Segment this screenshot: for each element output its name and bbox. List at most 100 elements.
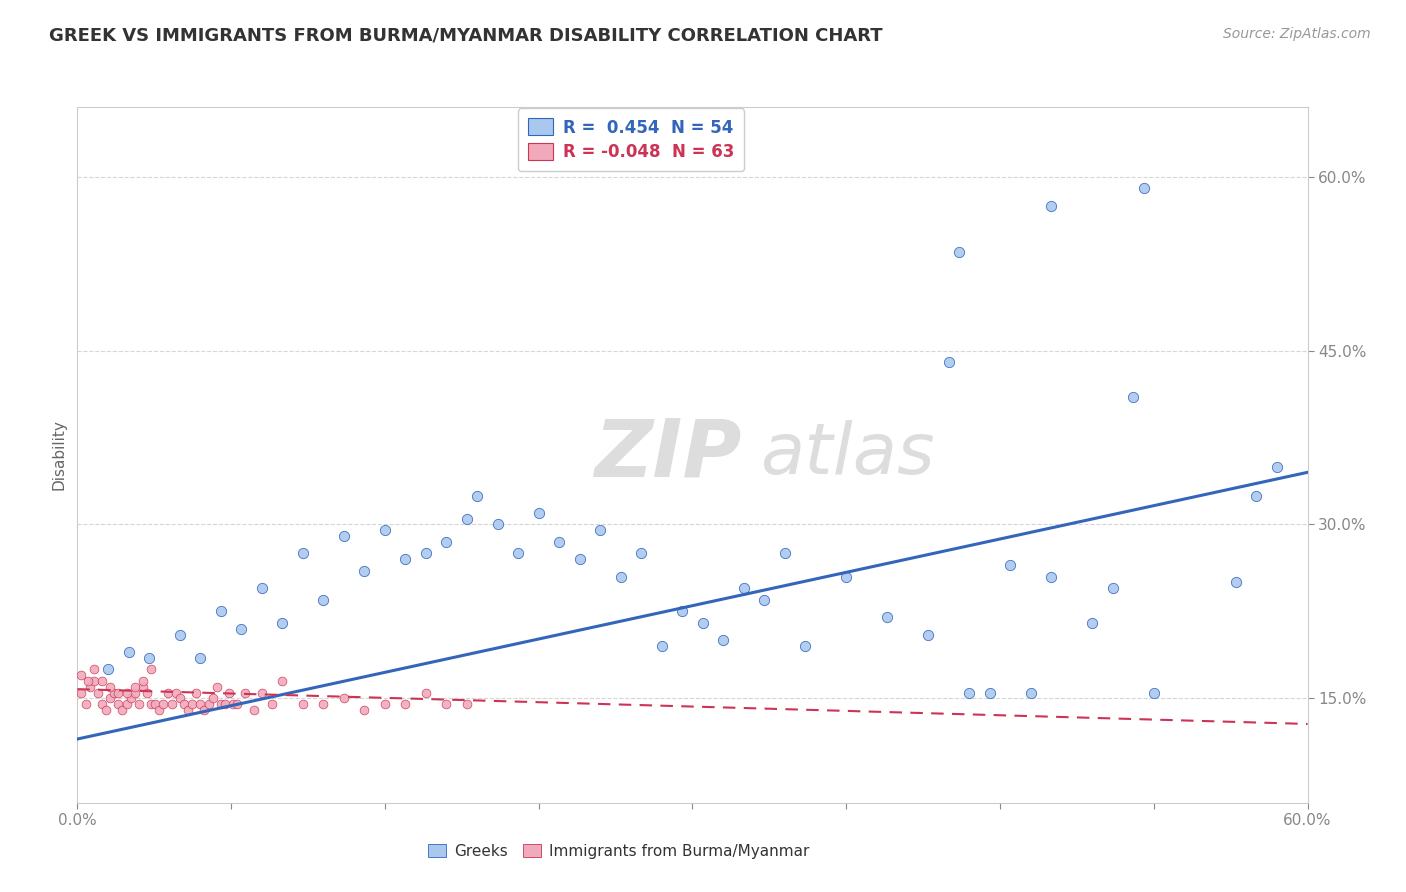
Point [456, 511, 478, 525]
Point [548, 535, 571, 549]
Point [156, 685, 179, 699]
Point [120, 691, 142, 706]
Point [136, 685, 159, 699]
Point [193, 703, 215, 717]
Point [486, 517, 509, 532]
Point [773, 546, 796, 561]
Point [181, 698, 204, 712]
Point [527, 506, 550, 520]
Point [124, 685, 146, 699]
Point [83, 674, 105, 689]
Point [436, 698, 458, 712]
Point [917, 628, 939, 642]
Point [90, 698, 114, 712]
Point [333, 691, 356, 706]
Point [353, 564, 375, 578]
Point [160, 698, 183, 712]
Point [111, 703, 134, 717]
Point [957, 685, 980, 699]
Point [70, 668, 93, 682]
Point [94, 703, 117, 717]
Point [1246, 489, 1268, 503]
Text: Source: ZipAtlas.com: Source: ZipAtlas.com [1223, 27, 1371, 41]
Point [177, 703, 200, 717]
Point [589, 523, 612, 537]
Point [173, 698, 195, 712]
Point [188, 651, 212, 665]
Point [508, 546, 530, 561]
Point [117, 645, 139, 659]
Point [165, 685, 187, 699]
Point [143, 698, 166, 712]
Point [205, 680, 228, 694]
Point [98, 680, 121, 694]
Point [169, 691, 191, 706]
Point [456, 698, 478, 712]
Point [754, 592, 776, 607]
Point [75, 698, 97, 712]
Point [115, 685, 138, 699]
Point [87, 685, 110, 699]
Point [201, 691, 224, 706]
Point [107, 685, 129, 699]
Text: ZIP: ZIP [595, 416, 741, 494]
Point [250, 582, 273, 596]
Point [938, 355, 960, 369]
Point [415, 685, 437, 699]
Point [98, 691, 121, 706]
Point [209, 698, 232, 712]
Point [242, 703, 264, 717]
Point [1225, 575, 1247, 590]
Point [794, 639, 817, 653]
Point [692, 615, 714, 630]
Point [630, 546, 652, 561]
Point [218, 685, 240, 699]
Point [1132, 181, 1154, 195]
Point [1122, 390, 1144, 404]
Point [979, 685, 1001, 699]
Point [152, 698, 174, 712]
Point [90, 674, 114, 689]
Point [97, 662, 120, 677]
Point [374, 523, 396, 537]
Point [651, 639, 673, 653]
Point [1040, 570, 1063, 584]
Point [197, 698, 219, 712]
Point [235, 685, 257, 699]
Point [103, 685, 125, 699]
Point [186, 685, 208, 699]
Point [132, 674, 155, 689]
Legend: R =  0.454  N = 54, R = -0.048  N = 63: R = 0.454 N = 54, R = -0.048 N = 63 [517, 109, 744, 171]
Point [353, 703, 375, 717]
Point [76, 674, 98, 689]
Point [374, 698, 396, 712]
Point [465, 489, 488, 503]
Point [568, 552, 591, 566]
Point [312, 698, 335, 712]
Point [394, 552, 416, 566]
Point [169, 628, 191, 642]
Point [1143, 685, 1166, 699]
Point [312, 592, 335, 607]
Point [188, 698, 212, 712]
Point [128, 698, 150, 712]
Point [609, 570, 631, 584]
Point [1081, 615, 1104, 630]
Point [1019, 685, 1042, 699]
Point [148, 703, 170, 717]
Point [271, 615, 294, 630]
Point [1040, 199, 1063, 213]
Point [948, 244, 970, 259]
Point [222, 698, 245, 712]
Point [250, 685, 273, 699]
Point [115, 698, 138, 712]
Point [333, 529, 356, 543]
Point [291, 546, 314, 561]
Point [231, 622, 253, 636]
Point [132, 680, 155, 694]
Point [138, 651, 160, 665]
Point [711, 633, 734, 648]
Text: GREEK VS IMMIGRANTS FROM BURMA/MYANMAR DISABILITY CORRELATION CHART: GREEK VS IMMIGRANTS FROM BURMA/MYANMAR D… [49, 27, 883, 45]
Point [209, 605, 232, 619]
Point [226, 698, 249, 712]
